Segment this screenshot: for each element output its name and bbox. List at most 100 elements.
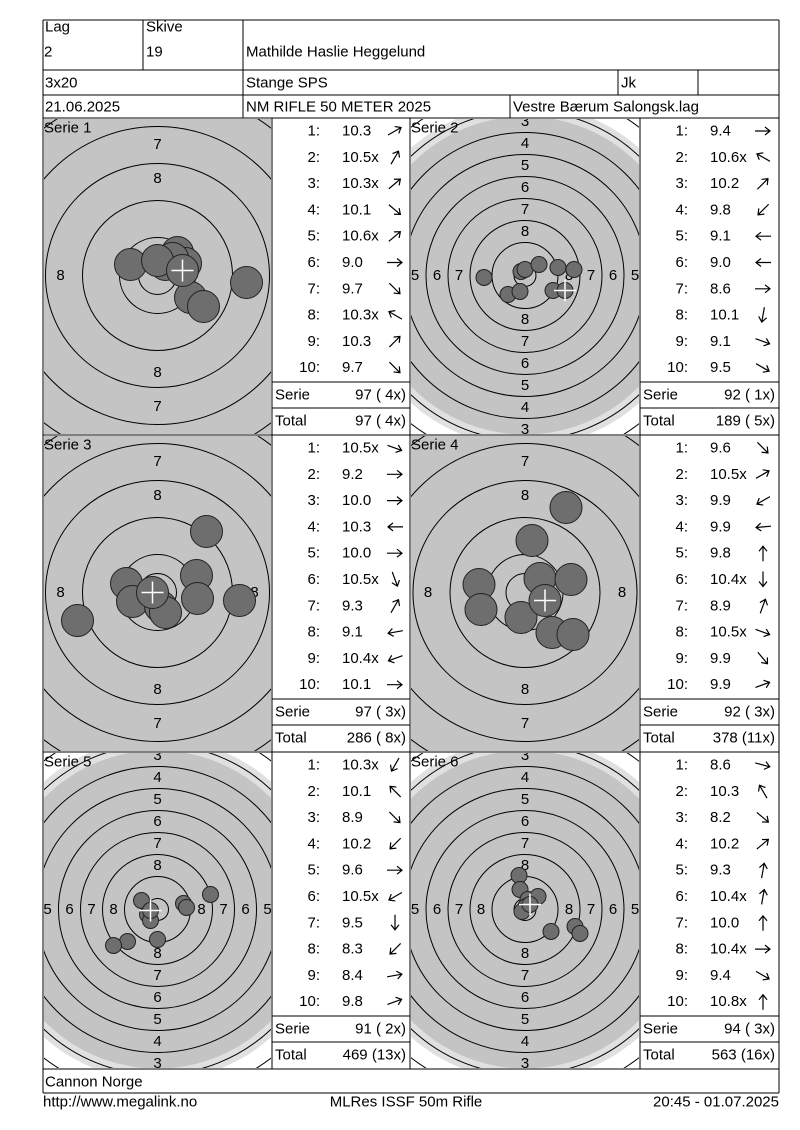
ring xyxy=(45,480,270,705)
shot-score: 9.4 xyxy=(710,967,731,984)
shot-score: 10.1 xyxy=(342,201,371,218)
shot-number: 3: xyxy=(307,809,320,826)
serie-label: Serie xyxy=(275,704,310,721)
ring-label: 5 xyxy=(521,157,529,174)
shot-arrow xyxy=(387,970,403,980)
ring-label: 8 xyxy=(250,584,258,601)
ring-label: 3 xyxy=(521,113,529,130)
shot-arrow xyxy=(756,811,770,823)
shot-score: 10.4x xyxy=(710,571,747,588)
target: 7 7 7 7 8 8 8 8 Serie 3 xyxy=(44,436,271,751)
series-title: Serie 2 xyxy=(411,120,459,137)
ring xyxy=(449,517,601,668)
ring-label: 7 xyxy=(153,398,161,415)
shot-number: 8: xyxy=(307,941,320,958)
shot-number: 1: xyxy=(307,757,320,774)
total-score: 563 (16x) xyxy=(712,1047,775,1064)
total-label: Total xyxy=(275,730,307,747)
shot-arrow xyxy=(387,469,403,479)
shot-score: 10.3x xyxy=(342,175,379,192)
ring xyxy=(102,854,213,965)
ring-label: 6 xyxy=(609,901,617,918)
shot-hole xyxy=(565,261,583,278)
ring-label: 4 xyxy=(521,1033,529,1050)
text: Mathilde Haslie Heggelund xyxy=(246,44,425,61)
shot-score: 9.9 xyxy=(710,676,731,693)
shot-number: 7: xyxy=(307,280,320,297)
ring-label: 6 xyxy=(521,989,529,1006)
shot-hole xyxy=(556,618,590,651)
ring xyxy=(44,443,271,742)
text: Stange SPS xyxy=(246,75,328,92)
shot-arrow xyxy=(755,970,770,981)
shot-score: 9.4 xyxy=(710,123,731,140)
shot-number: 2: xyxy=(675,466,688,483)
shot-number: 4: xyxy=(675,518,688,535)
shot-score: 10.3 xyxy=(342,123,371,140)
ring-label: 8 xyxy=(521,487,529,504)
ring-label: 5 xyxy=(521,1011,529,1028)
shot-score: 10.0 xyxy=(342,545,371,562)
ring-label: 8 xyxy=(424,584,432,601)
text: MLRes ISSF 50m Rifle xyxy=(330,1094,483,1111)
shot-arrow xyxy=(755,522,772,532)
shot-number: 1: xyxy=(675,440,688,457)
shot-number: 8: xyxy=(675,941,688,958)
ring-label: 7 xyxy=(153,136,161,153)
series-title: Serie 6 xyxy=(411,754,459,771)
shot-score: 9.9 xyxy=(710,518,731,535)
shot-score: 9.6 xyxy=(710,440,731,457)
shot-score: 9.1 xyxy=(342,624,363,641)
shot-arrow xyxy=(758,993,768,1010)
shot-arrow xyxy=(757,651,769,665)
shot-arrow xyxy=(755,469,770,479)
shot-number: 9: xyxy=(307,333,320,350)
ring xyxy=(80,832,235,987)
shot-number: 8: xyxy=(675,624,688,641)
ring-label: 3 xyxy=(521,421,529,438)
shot-score: 8.9 xyxy=(710,597,731,614)
shot-arrow xyxy=(755,126,771,136)
shot-score: 8.6 xyxy=(710,757,731,774)
ring-label: 5 xyxy=(153,1011,161,1028)
ring-label: 3 xyxy=(0,901,8,918)
ring xyxy=(411,788,639,1031)
shot-arrow xyxy=(387,680,403,690)
last-shot-cross xyxy=(141,581,164,604)
shot-score: 9.7 xyxy=(342,359,363,376)
shot-number: 2: xyxy=(307,149,320,166)
last-shot-cross xyxy=(519,893,541,916)
shot-hole xyxy=(549,259,567,276)
shot-arrow xyxy=(756,441,769,454)
total-label: Total xyxy=(275,1047,307,1064)
ring-label: 7 xyxy=(153,453,161,470)
shot-hole xyxy=(549,491,583,524)
shot-arrow xyxy=(755,363,770,373)
shot-arrow xyxy=(387,628,403,637)
shot-arrow xyxy=(756,152,771,162)
serie-score: 94 ( 3x) xyxy=(724,1021,775,1038)
ring-label: 7 xyxy=(219,901,227,918)
ring-label: 6 xyxy=(65,901,73,918)
shot-number: 6: xyxy=(307,888,320,905)
total-label: Total xyxy=(275,413,307,430)
shot-arrow xyxy=(388,361,401,374)
shot-number: 10: xyxy=(299,993,320,1010)
shot-hole xyxy=(187,290,220,323)
serie-score: 91 ( 2x) xyxy=(355,1021,406,1038)
ring-label: 7 xyxy=(521,835,529,852)
ring-label: 7 xyxy=(587,901,595,918)
shot-number: 5: xyxy=(675,545,688,562)
ring-label: 6 xyxy=(153,989,161,1006)
shot-score: 10.3x xyxy=(342,757,379,774)
shot-arrow xyxy=(388,310,403,320)
shot-number: 5: xyxy=(675,228,688,245)
ring-label: 4 xyxy=(521,769,529,786)
shot-number: 6: xyxy=(675,888,688,905)
shot-score: 9.8 xyxy=(342,993,363,1010)
shot-number: 10: xyxy=(299,676,320,693)
shot-hole xyxy=(119,933,136,950)
shot-arrow xyxy=(755,231,771,241)
